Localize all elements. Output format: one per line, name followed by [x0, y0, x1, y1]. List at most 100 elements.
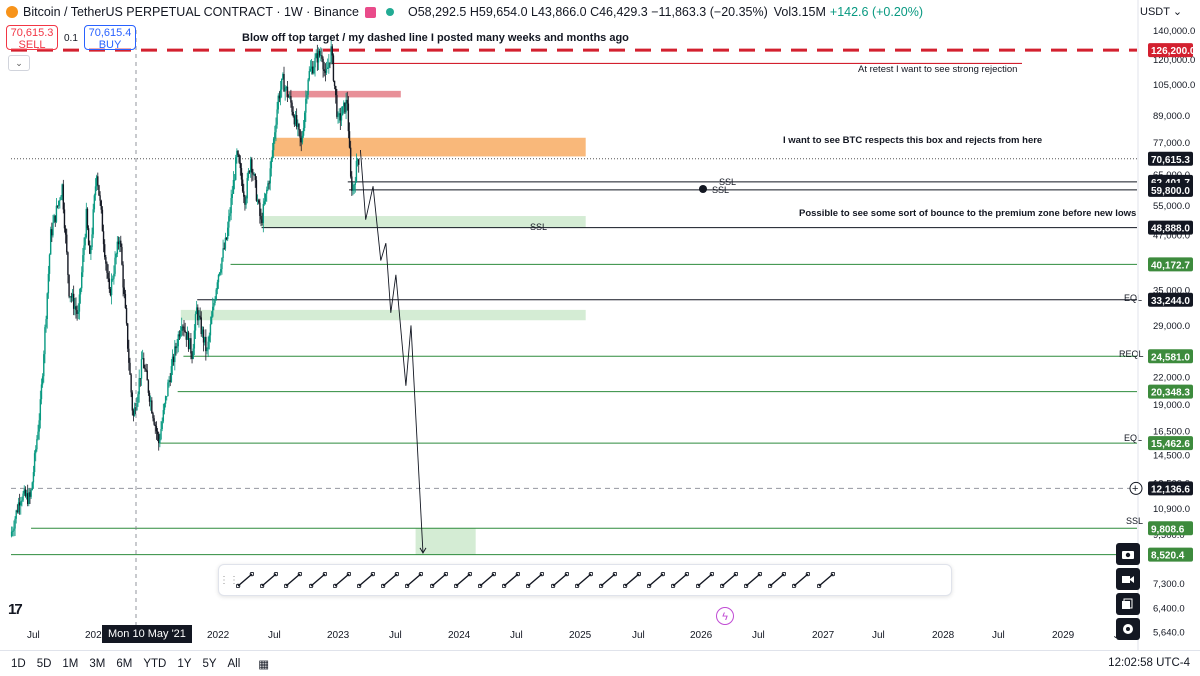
- label-ssl-3: SSL: [712, 185, 729, 195]
- bars-pattern-icon[interactable]: [741, 568, 765, 592]
- candle-body: [222, 248, 224, 258]
- candle-body: [301, 135, 304, 143]
- candle-body: [20, 501, 22, 506]
- calendar-icon[interactable]: ▦: [258, 658, 270, 671]
- range-5y[interactable]: 5Y: [202, 657, 217, 670]
- candle-body: [339, 113, 342, 121]
- range-5d[interactable]: 5D: [36, 657, 52, 670]
- brush-icon[interactable]: [547, 568, 571, 592]
- path-icon[interactable]: [620, 568, 644, 592]
- drag-handle-icon[interactable]: ⋮⋮: [219, 574, 239, 586]
- sell-button[interactable]: 70,615.3 SELL: [6, 25, 58, 51]
- candle-body: [138, 378, 140, 395]
- candle-body: [166, 396, 168, 397]
- candle-body: [316, 53, 319, 63]
- range-ytd[interactable]: YTD: [143, 657, 167, 670]
- candle-body: [303, 112, 306, 129]
- text-icon[interactable]: [572, 568, 596, 592]
- candle-body: [285, 86, 288, 88]
- candle-body: [306, 94, 308, 99]
- candle-body: [182, 326, 184, 328]
- price-chart[interactable]: Blow off top target / my dashed line I p…: [0, 0, 1200, 650]
- candle-body: [71, 293, 74, 298]
- candle-body: [95, 176, 98, 187]
- candle-body: [32, 472, 35, 483]
- candle-body: [143, 358, 145, 369]
- candle-body: [47, 273, 50, 294]
- volume-label: Vol3.15M: [773, 5, 826, 19]
- highlighter-icon[interactable]: [789, 568, 813, 592]
- candle-body: [53, 215, 55, 223]
- projection-icon[interactable]: [765, 568, 789, 592]
- candle-body: [220, 269, 222, 273]
- copy-icon[interactable]: [1116, 593, 1140, 615]
- range-1d[interactable]: 1D: [11, 657, 26, 670]
- candle-body: [302, 128, 305, 136]
- add-level-icon[interactable]: [1129, 481, 1143, 495]
- drawing-toolbar: ⋮⋮: [218, 564, 952, 596]
- flash-icon[interactable]: ϟ: [716, 607, 734, 625]
- candle-body: [79, 288, 82, 295]
- range-all[interactable]: All: [227, 657, 241, 670]
- candle-body: [48, 254, 51, 274]
- date-range-icon[interactable]: [693, 568, 717, 592]
- rectangle-icon[interactable]: [378, 568, 402, 592]
- range-1y[interactable]: 1Y: [177, 657, 192, 670]
- currency-selector[interactable]: USDT ⌄: [1140, 3, 1195, 21]
- flag-icon[interactable]: [668, 568, 692, 592]
- target-zone: [415, 528, 476, 555]
- candle-body: [74, 306, 76, 309]
- vertical-anchored-icon[interactable]: [475, 568, 499, 592]
- candle-body: [313, 67, 315, 74]
- arrow-marker-icon[interactable]: [644, 568, 668, 592]
- flag-icon[interactable]: [364, 6, 376, 18]
- utc-clock[interactable]: 12:02:58 UTC-4: [1108, 657, 1190, 669]
- candle-body: [260, 215, 262, 220]
- label-reql: REQL: [1119, 349, 1144, 359]
- range-3m[interactable]: 3M: [89, 657, 106, 670]
- candle-body: [152, 413, 154, 419]
- alarm-clock-icon[interactable]: [699, 185, 707, 193]
- price-tag-bg: [1148, 220, 1193, 235]
- side-widget-bar: [1116, 543, 1140, 643]
- camera-icon[interactable]: [1116, 543, 1140, 565]
- arrow-icon[interactable]: [523, 568, 547, 592]
- candle-body: [258, 200, 260, 203]
- crosshair-icon[interactable]: [451, 568, 475, 592]
- price-tag-label: 33,244.0: [1151, 296, 1190, 307]
- candle-body: [270, 158, 273, 169]
- price-tag-label: 59,800.0: [1151, 186, 1190, 197]
- candle-body: [205, 336, 207, 352]
- symbol-title[interactable]: Bitcoin / TetherUS PERPETUAL CONTRACT · …: [23, 5, 359, 19]
- candle-body: [163, 403, 166, 411]
- collapse-chevron-icon[interactable]: ⌄: [8, 55, 30, 71]
- market-open-icon: [385, 8, 394, 16]
- trend-line-icon[interactable]: [257, 568, 281, 592]
- forecast-icon[interactable]: [717, 568, 741, 592]
- candle-body: [37, 431, 39, 440]
- video-icon[interactable]: [1116, 568, 1140, 590]
- buy-button[interactable]: 70,615.4 BUY: [84, 25, 136, 51]
- orange-box: [273, 137, 586, 157]
- fib-channel-icon[interactable]: [306, 568, 330, 592]
- candle-body: [153, 418, 155, 425]
- price-range-icon[interactable]: [402, 568, 426, 592]
- cursor-tools-icon[interactable]: [233, 568, 257, 592]
- curve-icon[interactable]: [499, 568, 523, 592]
- callout-icon[interactable]: [354, 568, 378, 592]
- vertical-line-icon[interactable]: [814, 568, 838, 592]
- candle-body: [331, 46, 333, 56]
- candle-body: [43, 354, 45, 377]
- comment-icon[interactable]: [596, 568, 620, 592]
- candle-body: [92, 209, 94, 235]
- candle-body: [329, 62, 331, 64]
- settings-gear-icon[interactable]: [1116, 618, 1140, 640]
- time-tick: 2022: [207, 630, 230, 641]
- horizontal-line-icon[interactable]: [281, 568, 305, 592]
- range-6m[interactable]: 6M: [116, 657, 133, 670]
- long-position-icon[interactable]: [427, 568, 451, 592]
- range-1m[interactable]: 1M: [62, 657, 79, 670]
- candle-body: [178, 334, 181, 337]
- ray-icon[interactable]: [330, 568, 354, 592]
- candle-body: [229, 213, 231, 217]
